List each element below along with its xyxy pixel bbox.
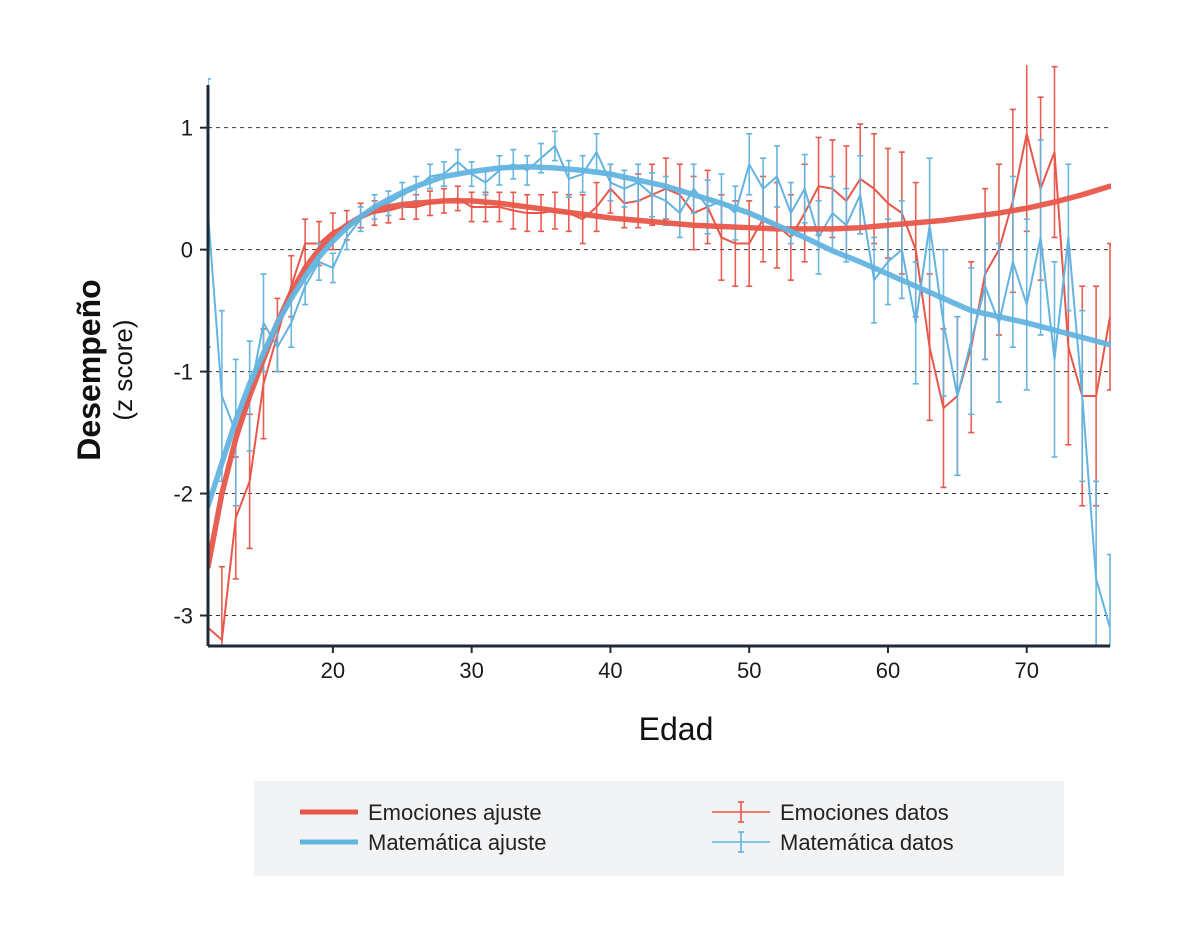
x-tick-labels: 20 30 40 50 60 70 (321, 646, 1039, 683)
legend-item: Emociones datos (712, 800, 949, 825)
y-axis-title: Desempeño (71, 279, 107, 460)
legend-item: Matemática datos (712, 830, 954, 855)
legend-box (254, 781, 1064, 876)
legend-label: Emociones ajuste (368, 800, 542, 825)
axes-group (206, 85, 1110, 648)
fit-line-matematica-ajuste (208, 163, 1111, 509)
y-tick-labels: 1 0 -1 -2 -3 (173, 116, 208, 629)
x-axis-title: Edad (639, 711, 714, 747)
x-tick-label: 50 (737, 658, 761, 683)
y-tick-label: -2 (173, 482, 193, 507)
x-tick-label: 40 (598, 658, 622, 683)
x-tick-label: 20 (321, 658, 345, 683)
y-tick-label: 0 (181, 238, 193, 263)
legend-item: Emociones ajuste (300, 800, 542, 825)
x-tick-label: 30 (459, 658, 483, 683)
grid-lines (208, 127, 1110, 617)
legend-label: Emociones datos (780, 800, 949, 825)
data-series-group (208, 65, 1111, 646)
legend-label: Matemática ajuste (368, 830, 547, 855)
data-line (208, 133, 1111, 642)
series-emociones-datos (208, 65, 1111, 646)
legend: Emociones ajuste Matemática ajuste Emocion… (300, 800, 954, 855)
y-tick-label: -3 (173, 604, 193, 629)
fit-series-group (208, 163, 1111, 570)
legend-label: Matemática datos (780, 830, 954, 855)
y-tick-label: 1 (181, 116, 193, 141)
data-line (208, 144, 1111, 628)
legend-item: Matemática ajuste (300, 830, 547, 855)
fit-line-emociones-ajuste (208, 183, 1111, 570)
x-tick-label: 60 (876, 658, 900, 683)
series-matematica-datos (208, 78, 1111, 646)
y-tick-label: -1 (173, 360, 193, 385)
x-tick-label: 70 (1014, 658, 1038, 683)
y-axis-subtitle: (z score) (108, 319, 138, 420)
